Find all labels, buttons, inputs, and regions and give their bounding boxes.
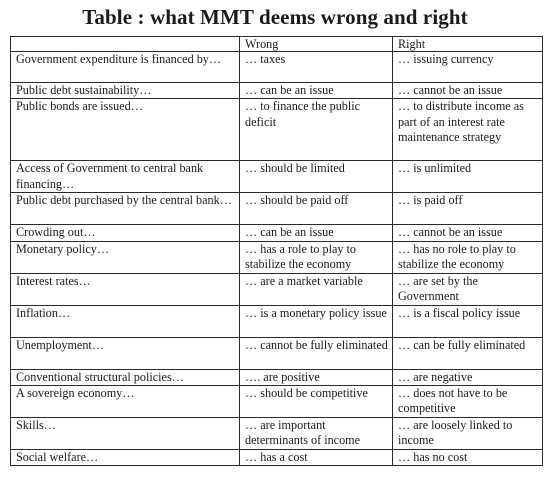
wrong-cell: … is a monetary policy issue [239,304,393,338]
wrong-cell: … has a cost [239,448,393,467]
wrong-cell: … can be an issue [239,224,393,242]
right-cell: … can be fully eliminated [392,336,543,370]
wrong-cell: … cannot be fully eliminated [239,336,393,370]
right-cell: … to distribute income as part of an int… [392,98,543,162]
right-cell: … has no cost [392,448,543,467]
wrong-cell: … should be paid off [239,192,393,226]
right-cell: … cannot be an issue [392,81,543,100]
table-row: Public debt sustainability… … can be an … [10,81,543,100]
topic-cell: Interest rates… [10,272,240,306]
right-cell: … has no role to play to stabilize the e… [392,240,543,274]
right-cell: … cannot be an issue [392,224,543,242]
right-cell: … issuing currency [392,51,543,83]
table-row: Monetary policy… … has a role to play to… [10,240,543,274]
table-row: Inflation… … is a monetary policy issue … [10,304,543,338]
right-cell: … are negative [392,368,543,386]
wrong-cell: … has a role to play to stabilize the ec… [239,240,393,274]
table-row: Government expenditure is financed by… …… [10,51,543,83]
topic-cell: A sovereign economy… [10,384,240,418]
wrong-cell: …. are positive [239,368,393,386]
table-row: Access of Government to central bank fin… [10,160,543,194]
wrong-cell: … should be limited [239,160,393,194]
table-row: Unemployment… … cannot be fully eliminat… [10,336,543,370]
topic-cell: Inflation… [10,304,240,338]
table-row: Crowding out… … can be an issue … cannot… [10,224,543,242]
table-row: Social welfare… … has a cost … has no co… [10,448,543,467]
topic-cell: Government expenditure is financed by… [10,51,240,83]
right-cell: … is paid off [392,192,543,226]
right-cell: … is a fiscal policy issue [392,304,543,338]
header-right: Right [392,36,543,52]
header-wrong: Wrong [239,36,393,52]
topic-cell: Monetary policy… [10,240,240,274]
table-header-row: Wrong Right [10,36,543,52]
table-row: Conventional structural policies… …. are… [10,368,543,386]
topic-cell: Public debt sustainability… [10,81,240,100]
right-cell: … are loosely linked to income [392,416,543,450]
wrong-cell: … can be an issue [239,81,393,100]
topic-cell: Unemployment… [10,336,240,370]
table-row: Public bonds are issued… … to finance th… [10,98,543,162]
header-topic [10,36,240,52]
topic-cell: Skills… [10,416,240,450]
topic-cell: Social welfare… [10,448,240,467]
table-row: Interest rates… … are a market variable … [10,272,543,306]
table-row: Skills… … are important determinants of … [10,416,543,450]
wrong-cell: … to finance the public deficit [239,98,393,162]
wrong-cell: … should be competitive [239,384,393,418]
table-row: Public debt purchased by the central ban… [10,192,543,226]
page-title: Table : what MMT deems wrong and right [82,5,468,29]
topic-cell: Public debt purchased by the central ban… [10,192,240,226]
wrong-cell: … are important determinants of income [239,416,393,450]
topic-cell: Access of Government to central bank fin… [10,160,240,194]
mmt-table: Wrong Right Government expenditure is fi… [10,36,543,467]
table-row: A sovereign economy… … should be competi… [10,384,543,418]
topic-cell: Conventional structural policies… [10,368,240,386]
right-cell: … does not have to be competitive [392,384,543,418]
topic-cell: Crowding out… [10,224,240,242]
wrong-cell: … are a market variable [239,272,393,306]
topic-cell: Public bonds are issued… [10,98,240,162]
table-body: Government expenditure is financed by… …… [10,51,543,467]
right-cell: … are set by the Government [392,272,543,306]
wrong-cell: … taxes [239,51,393,83]
right-cell: … is unlimited [392,160,543,194]
